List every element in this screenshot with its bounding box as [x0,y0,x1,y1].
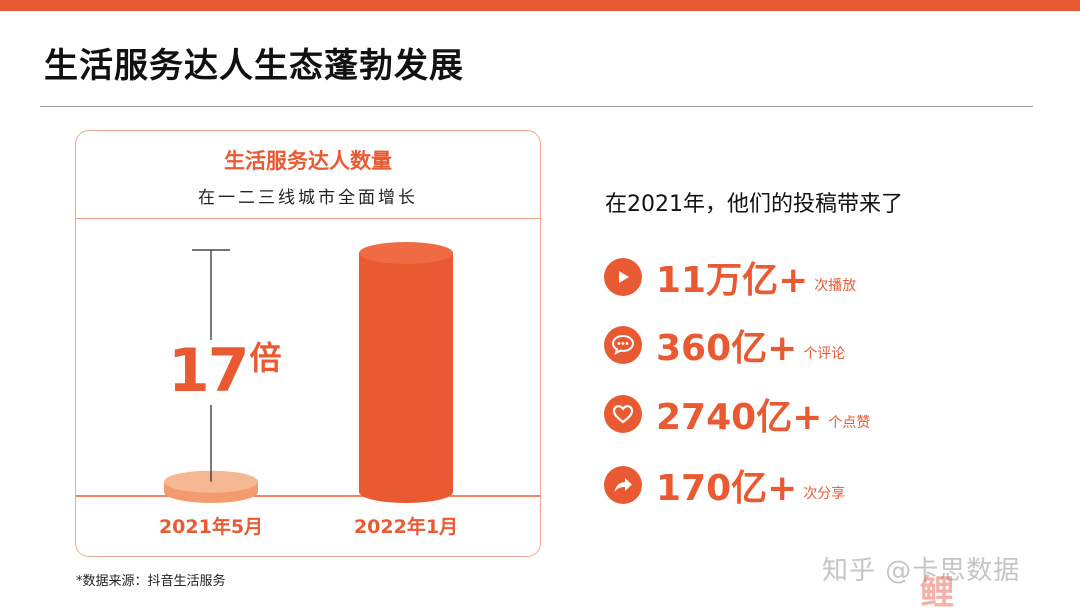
stats-intro: 在2021年，他们的投稿带来了 [605,192,903,217]
category-label-2022: 2022年1月 [353,516,459,538]
share-icon [604,466,642,504]
top-accent-bar [0,0,1080,11]
comment-icon [604,326,642,364]
stat-plays: 11万亿+ 次播放 [604,255,857,301]
source-note: *数据来源：抖音生活服务 [76,574,226,589]
stat-unit: 个评论 [803,346,846,362]
stat-value: 360亿+ [656,328,798,369]
card-title: 生活服务达人数量 [224,149,392,173]
card-subtitle: 在一二三线城市全面增长 [198,188,418,208]
bar-1-top [359,242,453,264]
category-label-2021: 2021年5月 [158,516,264,538]
growth-multiplier: 17倍 [168,336,282,406]
stat-shares: 170亿+ 次分享 [604,463,846,509]
multiplier-unit: 倍 [249,339,282,377]
stat-unit: 次播放 [814,278,857,294]
multiplier-value: 17 [168,336,249,406]
heart-icon [604,395,642,433]
stat-value: 11万亿+ [656,260,809,301]
page-title: 生活服务达人生态蓬勃发展 [44,46,464,86]
card-divider [76,218,540,219]
stat-comments: 360亿+ 个评论 [604,323,846,369]
title-divider [40,106,1033,107]
stat-value: 2740亿+ [656,397,823,438]
watermark-text: 知乎 @卡思数据 [822,556,1021,586]
stat-unit: 个点赞 [828,415,871,431]
play-icon [604,258,642,296]
bar-1 [359,253,453,492]
stat-unit: 次分享 [803,486,846,502]
stat-value: 170亿+ [656,468,798,509]
watermark-logo: 鲤 [920,573,954,609]
stat-likes: 2740亿+ 个点赞 [604,392,871,438]
chart-card: 生活服务达人数量 在一二三线城市全面增长 [75,130,541,557]
